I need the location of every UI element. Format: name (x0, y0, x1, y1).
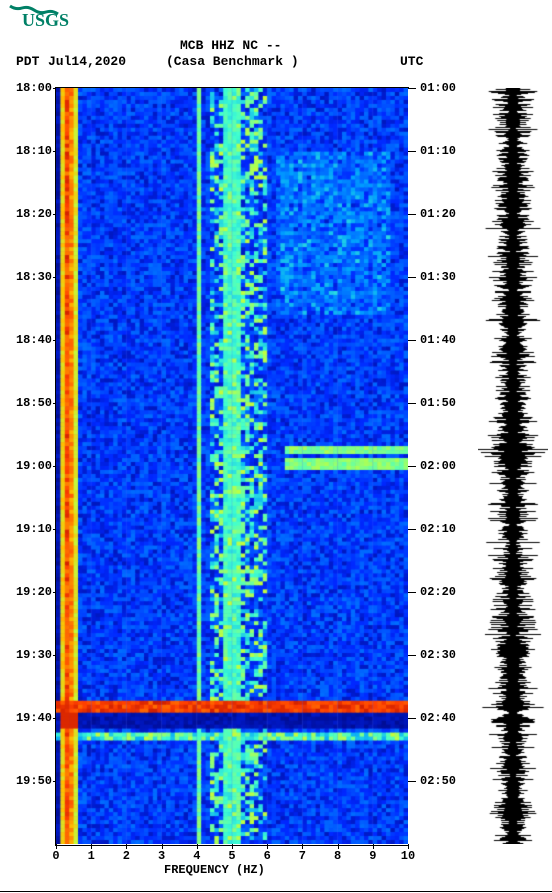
left-time-label: 18:40 (4, 333, 52, 347)
left-time-tick (53, 466, 56, 467)
left-time-tick (53, 403, 56, 404)
right-timezone-label: UTC (400, 54, 423, 69)
right-time-tick (408, 529, 416, 530)
right-time-tick (408, 718, 416, 719)
left-time-tick (53, 277, 56, 278)
right-time-label: 02:40 (420, 711, 456, 725)
right-time-tick (408, 88, 416, 89)
left-time-label: 19:40 (4, 711, 52, 725)
x-tick-label: 1 (88, 849, 95, 863)
x-tick-label: 10 (401, 849, 415, 863)
usgs-logo: USGS (8, 4, 98, 35)
page-bottom-rule (0, 891, 552, 892)
left-time-label: 19:30 (4, 648, 52, 662)
left-time-label: 18:00 (4, 81, 52, 95)
left-time-label: 19:10 (4, 522, 52, 536)
left-time-label: 18:50 (4, 396, 52, 410)
right-time-label: 01:00 (420, 81, 456, 95)
right-time-tick (408, 340, 416, 341)
left-timezone-label: PDT (16, 54, 39, 69)
x-tick-label: 3 (158, 849, 165, 863)
date-label: Jul14,2020 (48, 54, 126, 69)
x-tick-label: 6 (264, 849, 271, 863)
spectrogram-canvas (56, 88, 408, 844)
right-time-tick (408, 403, 416, 404)
right-time-label: 01:20 (420, 207, 456, 221)
spectrogram-plot (56, 88, 408, 844)
x-tick-label: 8 (334, 849, 341, 863)
right-time-tick (408, 592, 416, 593)
right-time-tick (408, 151, 416, 152)
right-time-label: 01:40 (420, 333, 456, 347)
left-time-label: 19:00 (4, 459, 52, 473)
left-time-tick (53, 592, 56, 593)
left-time-label: 19:20 (4, 585, 52, 599)
right-time-label: 02:50 (420, 774, 456, 788)
right-time-tick (408, 466, 416, 467)
x-tick-label: 4 (193, 849, 200, 863)
right-time-label: 02:10 (420, 522, 456, 536)
right-time-label: 01:50 (420, 396, 456, 410)
right-time-tick (408, 214, 416, 215)
left-time-tick (53, 781, 56, 782)
left-time-label: 18:30 (4, 270, 52, 284)
right-time-tick (408, 277, 416, 278)
waveform-panel (478, 88, 548, 844)
right-time-label: 02:20 (420, 585, 456, 599)
x-axis-label: FREQUENCY (HZ) (164, 863, 265, 877)
left-time-tick (53, 718, 56, 719)
left-time-label: 19:50 (4, 774, 52, 788)
waveform-canvas (478, 88, 548, 844)
right-time-tick (408, 781, 416, 782)
left-time-label: 18:10 (4, 144, 52, 158)
left-time-tick (53, 88, 56, 89)
plot-title-location: (Casa Benchmark ) (166, 54, 299, 69)
left-time-label: 18:20 (4, 207, 52, 221)
right-time-tick (408, 655, 416, 656)
right-time-label: 01:30 (420, 270, 456, 284)
left-time-tick (53, 151, 56, 152)
x-tick-label: 2 (123, 849, 130, 863)
x-tick-label: 7 (299, 849, 306, 863)
right-time-label: 02:30 (420, 648, 456, 662)
left-time-tick (53, 529, 56, 530)
left-time-tick (53, 214, 56, 215)
left-time-tick (53, 340, 56, 341)
x-tick-label: 0 (52, 849, 59, 863)
x-tick-label: 9 (369, 849, 376, 863)
plot-title-station: MCB HHZ NC -- (180, 38, 281, 53)
left-time-tick (53, 655, 56, 656)
x-tick-label: 5 (228, 849, 235, 863)
right-time-label: 02:00 (420, 459, 456, 473)
svg-text:USGS: USGS (22, 10, 69, 30)
right-time-label: 01:10 (420, 144, 456, 158)
